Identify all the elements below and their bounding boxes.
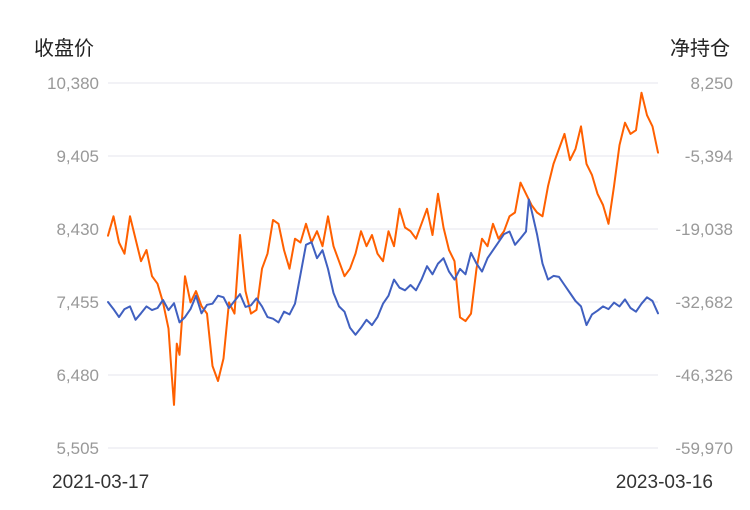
right-tick-label: -32,682 xyxy=(675,293,733,312)
left-tick-label: 7,455 xyxy=(56,293,99,312)
series-line-close-price xyxy=(107,91,659,406)
right-tick-label: -46,326 xyxy=(675,366,733,385)
left-tick-label: 5,505 xyxy=(56,439,99,458)
series-line-net-position xyxy=(107,198,659,336)
right-tick-label: -5,394 xyxy=(685,147,733,166)
gridlines xyxy=(108,82,658,449)
right-axis-ticks: 8,250 -5,394 -19,038 -32,682 -46,326 -59,970 xyxy=(675,74,733,458)
left-tick-label: 9,405 xyxy=(56,147,99,166)
right-tick-label: 8,250 xyxy=(690,74,733,93)
right-tick-label: -19,038 xyxy=(675,220,733,239)
left-tick-label: 8,430 xyxy=(56,220,99,239)
left-axis-ticks: 10,380 9,405 8,430 7,455 6,480 5,505 xyxy=(47,74,99,458)
x-axis-end-label: 2023-03-16 xyxy=(616,472,713,493)
right-tick-label: -59,970 xyxy=(675,439,733,458)
left-tick-label: 10,380 xyxy=(47,74,99,93)
series-layer xyxy=(107,91,659,406)
x-axis-start-label: 2021-03-17 xyxy=(52,472,149,493)
right-axis-title: 净持仓 xyxy=(670,37,730,60)
left-tick-label: 6,480 xyxy=(56,366,99,385)
left-axis-title: 收盘价 xyxy=(34,37,94,60)
